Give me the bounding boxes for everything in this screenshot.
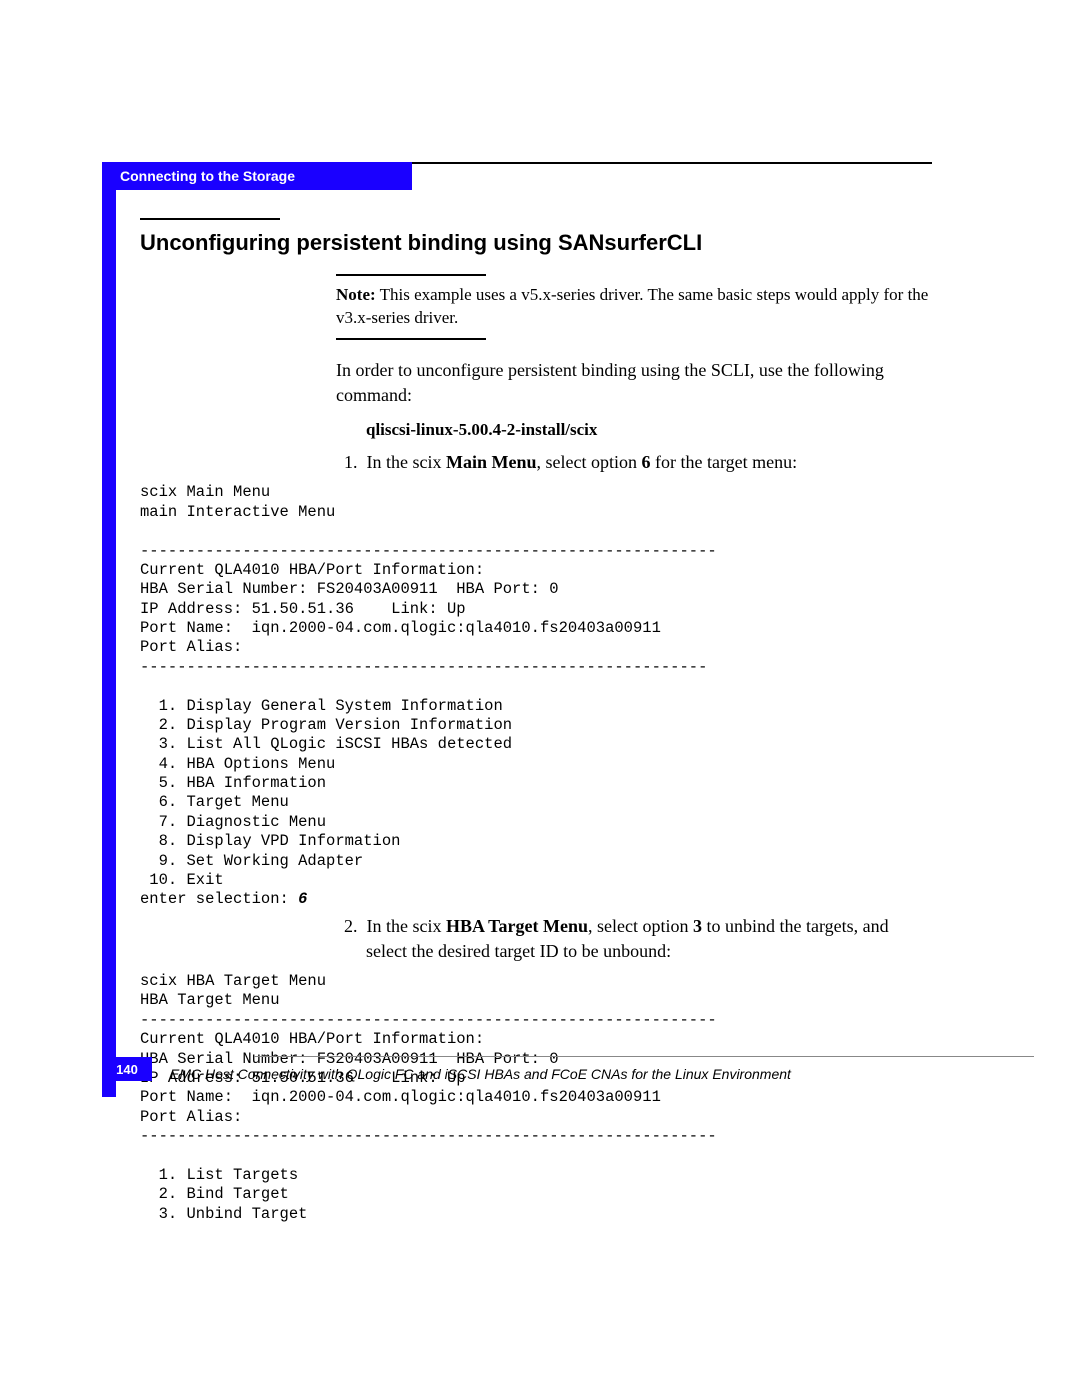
step-2: 2. In the scix HBA Target Menu, select o… <box>336 914 932 964</box>
step-2-b1: HBA Target Menu <box>446 916 588 936</box>
step-2-pre: In the scix <box>367 916 446 936</box>
terminal-output-1: scix Main Menu main Interactive Menu ---… <box>140 483 932 909</box>
page: Connecting to the Storage Unconfiguring … <box>0 0 1080 1397</box>
footer: 140 EMC Host Connectivity with QLogic FC… <box>102 1056 932 1082</box>
step-1-num: 1. <box>344 452 358 472</box>
footer-text: EMC Host Connectivity with QLogic FC and… <box>170 1066 791 1082</box>
note-rule-bottom <box>336 338 486 340</box>
footer-rule <box>254 1056 1034 1057</box>
header-tab: Connecting to the Storage <box>102 162 412 190</box>
step-2-block: 2. In the scix HBA Target Menu, select o… <box>336 914 932 964</box>
note-text: Note: This example uses a v5.x-series dr… <box>336 284 932 330</box>
step-1-mid: , select option <box>537 452 642 472</box>
command-path: qliscsi-linux-5.00.4-2-install/scix <box>366 420 932 440</box>
header-tab-label: Connecting to the Storage <box>120 168 295 184</box>
step-1-pre: In the scix <box>367 452 446 472</box>
step-2-num: 2. <box>344 916 358 936</box>
step-1-b1: Main Menu <box>446 452 537 472</box>
step-2-b2: 3 <box>693 916 702 936</box>
note-body: This example uses a v5.x-series driver. … <box>336 285 928 327</box>
terminal-1-text: scix Main Menu main Interactive Menu ---… <box>140 483 717 908</box>
left-accent-bar <box>102 162 116 1097</box>
step-2-mid: , select option <box>588 916 693 936</box>
note-label: Note: <box>336 285 376 304</box>
section-rule-top <box>140 218 280 220</box>
step-1: 1. In the scix Main Menu, select option … <box>336 450 932 475</box>
note-rule-top <box>336 274 486 276</box>
terminal-output-2: scix HBA Target Menu HBA Target Menu ---… <box>140 972 932 1224</box>
section-title: Unconfiguring persistent binding using S… <box>140 230 932 256</box>
page-number-box: 140 <box>102 1057 152 1081</box>
step-1-post: for the target menu: <box>650 452 797 472</box>
note-block: Note: This example uses a v5.x-series dr… <box>336 274 932 475</box>
intro-paragraph: In order to unconfigure persistent bindi… <box>336 358 932 408</box>
terminal-1-input: 6 <box>298 890 307 908</box>
page-number: 140 <box>116 1062 138 1077</box>
header-rule <box>412 162 932 164</box>
